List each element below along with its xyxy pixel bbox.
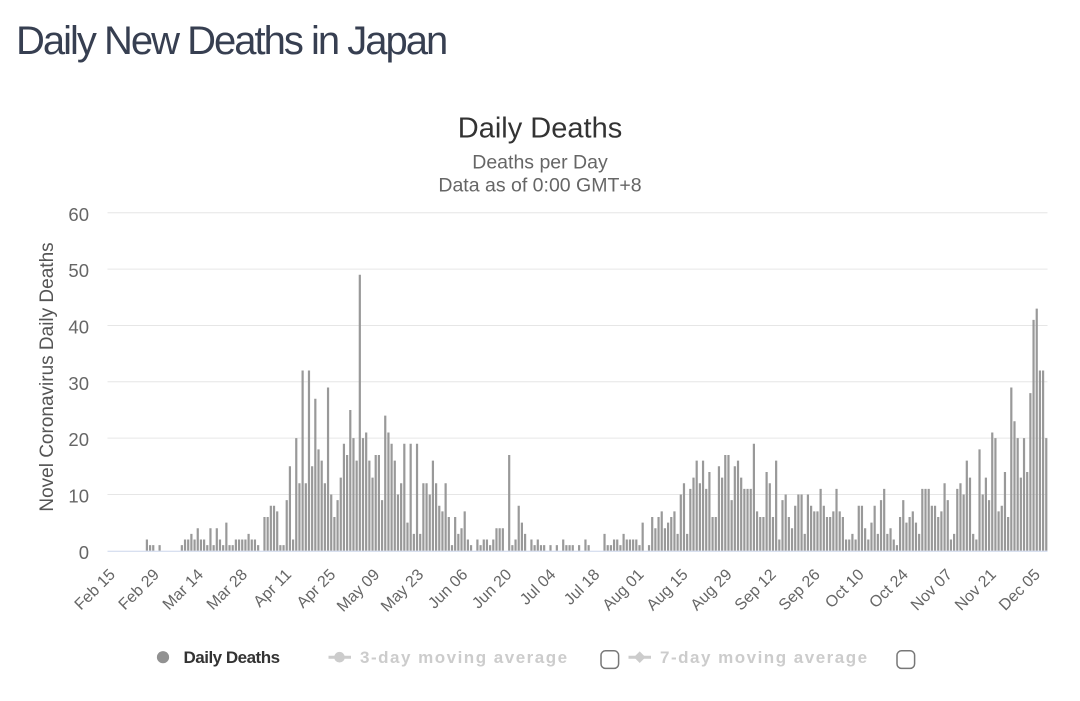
svg-text:Mar 28: Mar 28 <box>204 566 251 613</box>
svg-text:Nov 07: Nov 07 <box>908 566 956 614</box>
svg-text:Feb 15: Feb 15 <box>72 566 119 613</box>
svg-text:Aug 29: Aug 29 <box>688 566 736 614</box>
svg-text:Jul 04: Jul 04 <box>517 566 559 608</box>
svg-text:Aug 15: Aug 15 <box>644 566 692 614</box>
svg-text:Feb 29: Feb 29 <box>116 566 163 613</box>
svg-text:Apr 25: Apr 25 <box>294 566 339 611</box>
svg-text:Data as of 0:00 GMT+8: Data as of 0:00 GMT+8 <box>438 175 641 197</box>
svg-text:Apr 11: Apr 11 <box>251 566 296 611</box>
svg-text:Daily New Deaths in Japan: Daily New Deaths in Japan <box>16 19 446 63</box>
svg-text:Daily Deaths: Daily Deaths <box>184 648 280 667</box>
svg-text:7-day moving average: 7-day moving average <box>660 648 869 667</box>
svg-text:Mar 14: Mar 14 <box>160 566 207 613</box>
svg-text:Aug 01: Aug 01 <box>600 566 648 614</box>
svg-text:May 23: May 23 <box>378 566 427 615</box>
svg-text:Oct 24: Oct 24 <box>866 566 911 611</box>
svg-text:Daily Deaths: Daily Deaths <box>458 113 622 145</box>
svg-text:Oct 10: Oct 10 <box>822 566 867 611</box>
svg-text:10: 10 <box>68 486 89 507</box>
svg-text:Nov 21: Nov 21 <box>952 566 1000 614</box>
svg-text:Deaths per Day: Deaths per Day <box>472 152 608 174</box>
svg-text:Sep 26: Sep 26 <box>776 566 824 614</box>
svg-text:50: 50 <box>68 260 89 281</box>
svg-text:40: 40 <box>68 317 89 338</box>
svg-text:30: 30 <box>68 373 89 394</box>
svg-text:Jun 06: Jun 06 <box>425 566 471 612</box>
svg-text:60: 60 <box>68 204 89 225</box>
svg-text:3-day moving average: 3-day moving average <box>360 648 569 667</box>
svg-text:20: 20 <box>68 429 89 450</box>
svg-text:Dec 05: Dec 05 <box>996 566 1044 614</box>
svg-text:Sep 12: Sep 12 <box>732 566 780 614</box>
svg-text:May 09: May 09 <box>334 566 383 615</box>
svg-text:0: 0 <box>79 542 89 563</box>
svg-text:Novel Coronavirus Daily Deaths: Novel Coronavirus Daily Deaths <box>37 242 58 511</box>
svg-text:Jul 18: Jul 18 <box>561 566 603 608</box>
svg-text:Jun 20: Jun 20 <box>469 566 515 612</box>
